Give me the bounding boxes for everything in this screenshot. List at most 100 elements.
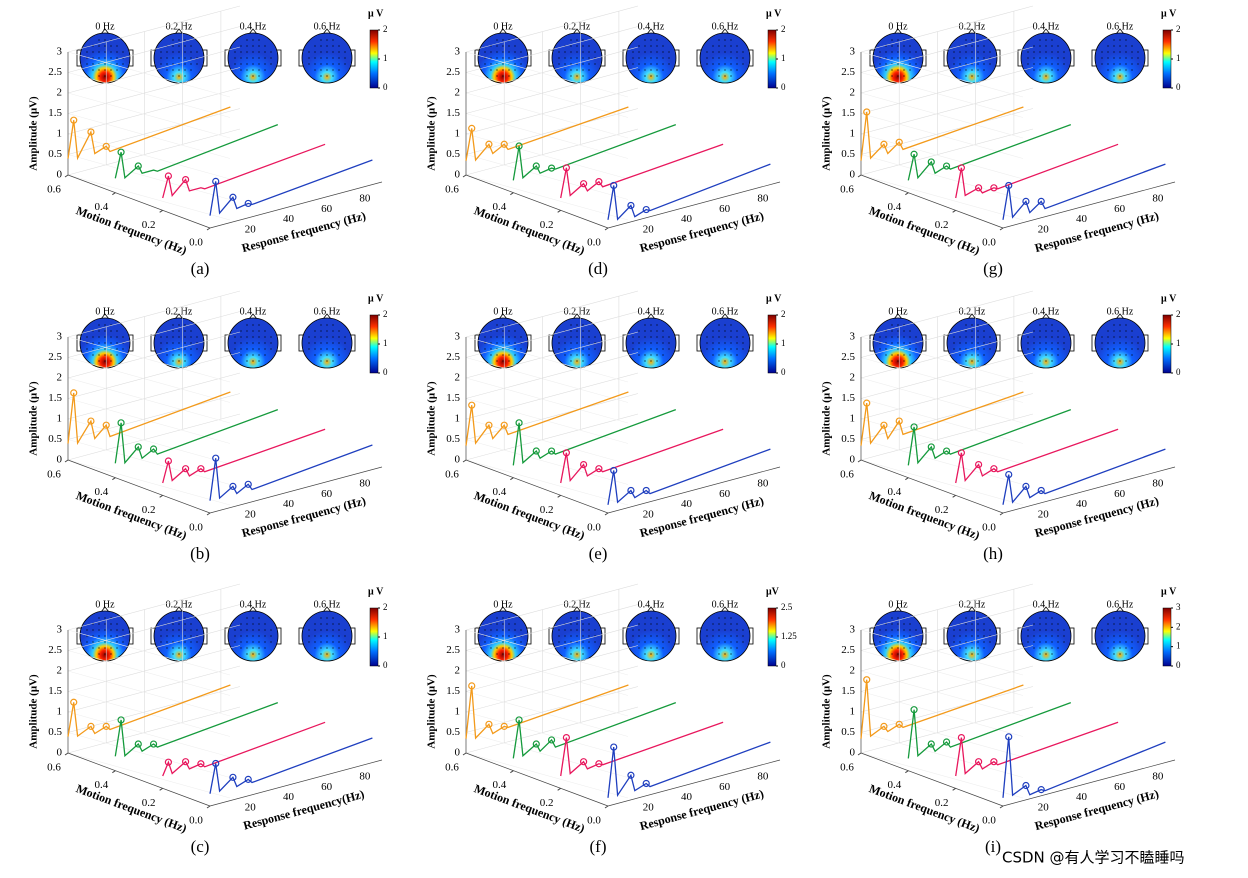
- grid-line: [67, 686, 241, 733]
- electrode: [496, 39, 498, 41]
- electrode: [570, 63, 572, 65]
- electrode: [588, 354, 590, 356]
- electrode: [116, 635, 118, 637]
- electrode: [314, 641, 316, 643]
- electrode: [632, 629, 634, 631]
- electrode: [983, 641, 985, 643]
- electrode: [98, 629, 100, 631]
- electrode: [730, 348, 732, 350]
- electrode: [332, 354, 334, 356]
- electrode: [650, 57, 652, 59]
- electrode: [160, 629, 162, 631]
- electrode: [508, 75, 510, 77]
- electrode: [252, 647, 254, 649]
- y-tick: [206, 805, 211, 809]
- electrode: [638, 629, 640, 631]
- electrode: [234, 51, 236, 53]
- electrode: [897, 348, 899, 350]
- electrode: [502, 336, 504, 338]
- peak-marker: [610, 466, 618, 475]
- electrode: [718, 330, 720, 332]
- peak-marker: [515, 419, 523, 427]
- electrode: [730, 629, 732, 631]
- electrode: [92, 635, 94, 637]
- x-tick-label: 60: [321, 203, 333, 215]
- electrode: [508, 57, 510, 59]
- electrode: [246, 336, 248, 338]
- electrode: [92, 647, 94, 649]
- electrode: [965, 45, 967, 47]
- electrode: [1027, 641, 1029, 643]
- electrode: [724, 324, 726, 326]
- peak-marker: [547, 164, 556, 172]
- peak-marker: [164, 758, 172, 766]
- nose: [967, 28, 977, 35]
- electrode: [92, 336, 94, 338]
- z-tick-label: 1.5: [841, 107, 855, 119]
- electrode: [1131, 348, 1133, 350]
- electrode: [344, 348, 346, 350]
- electrode: [1125, 623, 1127, 625]
- electrode: [1119, 57, 1121, 59]
- electrode: [270, 63, 272, 65]
- electrode: [496, 342, 498, 344]
- electrode: [885, 69, 887, 71]
- electrode: [344, 63, 346, 65]
- electrode: [502, 330, 504, 332]
- electrode: [1063, 63, 1065, 65]
- electrode: [98, 51, 100, 53]
- grid-line: [860, 752, 1024, 799]
- electrode: [1119, 330, 1121, 332]
- electrode: [104, 39, 106, 41]
- y-tick-label: 0.2: [142, 797, 156, 809]
- electrode: [332, 641, 334, 643]
- electrode: [104, 57, 106, 59]
- electrode: [484, 51, 486, 53]
- electrode: [953, 57, 955, 59]
- electrode: [558, 51, 560, 53]
- electrode: [662, 635, 664, 637]
- electrode: [1051, 336, 1053, 338]
- electrode: [570, 39, 572, 41]
- electrode: [502, 39, 504, 41]
- electrode: [742, 629, 744, 631]
- electrode: [314, 629, 316, 631]
- electrode: [1057, 629, 1059, 631]
- electrode: [196, 629, 198, 631]
- electrode: [1101, 348, 1103, 350]
- grid-line: [67, 72, 231, 118]
- electrode: [196, 51, 198, 53]
- electrode: [564, 51, 566, 53]
- electrode: [706, 348, 708, 350]
- electrode: [314, 51, 316, 53]
- y-tick-label: 0.4: [94, 486, 108, 498]
- x-tick-label: 40: [1076, 213, 1088, 225]
- electrode: [270, 336, 272, 338]
- electrode: [264, 45, 266, 47]
- electrode: [915, 348, 917, 350]
- electrode: [588, 348, 590, 350]
- electrode: [514, 629, 516, 631]
- electrode: [885, 57, 887, 59]
- nose: [322, 313, 332, 320]
- electrode: [564, 57, 566, 59]
- electrode: [92, 69, 94, 71]
- electrode: [897, 57, 899, 59]
- electrode: [576, 360, 578, 362]
- peak-marker: [642, 205, 650, 214]
- electrode: [252, 623, 254, 625]
- electrode: [983, 623, 985, 625]
- electrode: [662, 342, 664, 344]
- x-tick-label: 60: [1114, 488, 1126, 500]
- electrode: [184, 69, 186, 71]
- electrode: [582, 75, 584, 77]
- electrode: [104, 75, 106, 77]
- electrode: [638, 51, 640, 53]
- colorbar-tick-label: 1: [1176, 641, 1181, 651]
- electrode: [110, 360, 112, 362]
- electrode: [558, 641, 560, 643]
- electrode: [1027, 57, 1029, 59]
- electrode: [508, 647, 510, 649]
- electrode: [1039, 617, 1041, 619]
- electrode: [1107, 330, 1109, 332]
